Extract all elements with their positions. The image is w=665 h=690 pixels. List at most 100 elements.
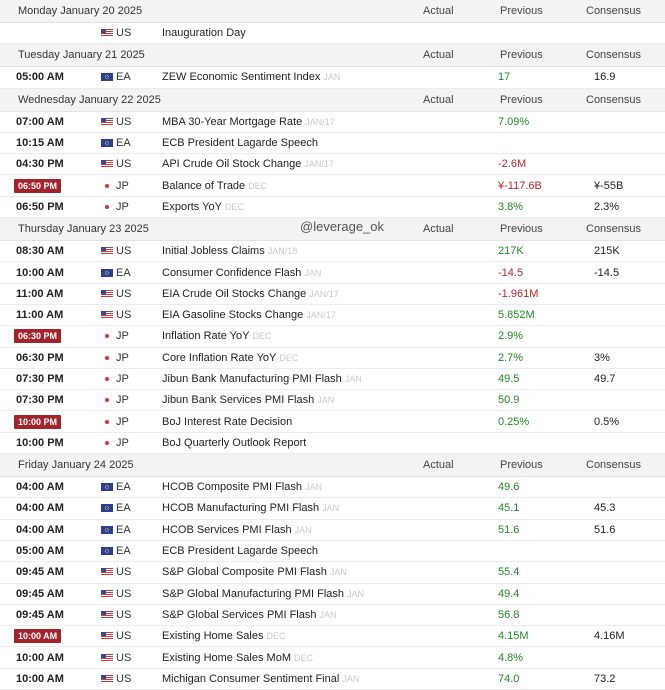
- jp-flag-icon: [101, 438, 113, 447]
- event-row[interactable]: 09:45 AM US S&P Global Composite PMI Flash…: [0, 562, 665, 584]
- event-name-link[interactable]: Jibun Bank Manufacturing PMI Flash JAN: [162, 369, 362, 389]
- event-time: 11:00 AM: [16, 287, 64, 300]
- event-name: HCOB Services PMI Flash: [162, 523, 292, 536]
- country-flag-icon: [101, 562, 113, 582]
- reference-period: JAN/17: [309, 288, 339, 299]
- event-row[interactable]: US Inauguration Day: [0, 23, 665, 45]
- country-code: EA: [116, 71, 131, 84]
- event-name-link[interactable]: S&P Global Manufacturing PMI Flash JAN: [162, 584, 364, 604]
- event-row[interactable]: 08:30 AM US Initial Jobless Claims JAN/18 21…: [0, 241, 665, 263]
- country-flag-icon: [101, 605, 113, 625]
- event-name: Michigan Consumer Sentiment Final: [162, 672, 340, 685]
- event-row[interactable]: 06:50 PM JP Exports YoY DEC 3.8% 2.3%: [0, 196, 665, 219]
- event-name-link[interactable]: Existing Home Sales MoM DEC: [162, 647, 313, 667]
- event-name-link[interactable]: Inflation Rate YoY DEC: [162, 326, 271, 346]
- event-time: 04:30 PM: [16, 158, 64, 171]
- event-name-link[interactable]: Exports YoY DEC: [162, 197, 244, 217]
- event-name-link[interactable]: Consumer Confidence Flash JAN: [162, 262, 321, 282]
- country-flag-icon: [101, 647, 113, 667]
- event-name: Consumer Confidence Flash: [162, 266, 302, 279]
- actual-column-header: Actual: [423, 223, 454, 236]
- country-code: JP: [116, 436, 129, 449]
- consensus-value: 215K: [594, 245, 620, 258]
- country-flag-icon: [101, 520, 113, 540]
- event-time: 11:00 AM: [16, 309, 64, 322]
- country-code: US: [116, 651, 132, 664]
- us-flag-icon: [101, 311, 113, 320]
- event-name-link[interactable]: BoJ Quarterly Outlook Report: [162, 433, 309, 453]
- event-name: BoJ Quarterly Outlook Report: [162, 436, 307, 449]
- country-code: JP: [116, 200, 129, 213]
- jp-flag-icon: [101, 375, 113, 383]
- event-row[interactable]: 07:30 PM JP Jibun Bank Services PMI Flash J…: [0, 390, 665, 412]
- country-code: US: [116, 309, 132, 322]
- event-name: API Crude Oil Stock Change: [162, 158, 302, 171]
- country-code: EA: [116, 481, 131, 494]
- country-flag-icon: [101, 477, 113, 497]
- event-name-link[interactable]: Balance of Trade DEC: [162, 175, 267, 195]
- event-row[interactable]: 09:45 AM US S&P Global Manufacturing PMI F…: [0, 583, 665, 605]
- event-name-link[interactable]: S&P Global Composite PMI Flash JAN: [162, 562, 347, 582]
- event-row[interactable]: 10:00 PM JP BoJ Quarterly Outlook Report: [0, 432, 665, 455]
- us-flag-icon: [101, 247, 113, 256]
- event-row[interactable]: 04:00 AM EA HCOB Composite PMI Flash JAN 49.…: [0, 477, 665, 499]
- event-time: 09:45 AM: [16, 566, 64, 579]
- event-name-link[interactable]: API Crude Oil Stock Change JAN/17: [162, 154, 334, 174]
- event-name-link[interactable]: Initial Jobless Claims JAN/18: [162, 241, 297, 261]
- consensus-value: ¥-55B: [594, 179, 624, 192]
- event-row[interactable]: 10:00 AM EA Consumer Confidence Flash JAN -1…: [0, 262, 665, 284]
- event-name: Exports YoY: [162, 200, 222, 213]
- country-code: US: [116, 672, 132, 685]
- event-name-link[interactable]: ZEW Economic Sentiment Index JAN: [162, 67, 340, 87]
- country-code: EA: [116, 545, 131, 558]
- consensus-value: 4.16M: [594, 630, 625, 643]
- event-row[interactable]: 04:00 AM EA HCOB Services PMI Flash JAN 51.6…: [0, 519, 665, 541]
- event-row[interactable]: 05:00 AM EA ECB President Lagarde Speech: [0, 540, 665, 563]
- event-name-link[interactable]: HCOB Services PMI Flash JAN: [162, 520, 312, 540]
- event-name-link[interactable]: Core Inflation Rate YoY DEC: [162, 348, 298, 368]
- event-row[interactable]: 07:00 AM US MBA 30-Year Mortgage Rate JAN/1…: [0, 111, 665, 133]
- event-name-link[interactable]: BoJ Interest Rate Decision: [162, 411, 295, 431]
- us-flag-icon: [101, 589, 113, 598]
- event-row[interactable]: 10:00 AM US Existing Home Sales MoM DEC 4.8%: [0, 647, 665, 669]
- reference-period: DEC: [294, 652, 314, 663]
- event-name-link[interactable]: HCOB Composite PMI Flash JAN: [162, 477, 322, 497]
- event-name: Existing Home Sales MoM: [162, 651, 291, 664]
- event-name-link[interactable]: Jibun Bank Services PMI Flash JAN: [162, 390, 334, 410]
- event-row[interactable]: 09:45 AM US S&P Global Services PMI Flash J…: [0, 604, 665, 627]
- event-row[interactable]: 06:50 PM JP Balance of Trade DEC ¥-117.6B ¥-5…: [0, 175, 665, 197]
- event-row[interactable]: 07:30 PM JP Jibun Bank Manufacturing PMI F…: [0, 368, 665, 391]
- event-name-link[interactable]: Existing Home Sales DEC: [162, 626, 286, 646]
- reference-period: JAN/17: [306, 310, 336, 321]
- event-name-link[interactable]: Michigan Consumer Sentiment Final JAN: [162, 669, 359, 689]
- ea-flag-icon: [101, 504, 113, 513]
- event-row[interactable]: 10:00 AM US Michigan Consumer Sentiment Fi…: [0, 668, 665, 690]
- reference-period: DEC: [266, 631, 286, 642]
- event-name-link[interactable]: MBA 30-Year Mortgage Rate JAN/17: [162, 112, 335, 132]
- country-flag-icon: [101, 112, 113, 132]
- country-flag-icon: [101, 411, 113, 431]
- event-name-link[interactable]: ECB President Lagarde Speech: [162, 541, 321, 561]
- event-row[interactable]: 05:00 AM EA ZEW Economic Sentiment Index JA…: [0, 67, 665, 89]
- event-row[interactable]: 11:00 AM US EIA Crude Oil Stocks Change JAN…: [0, 283, 665, 305]
- reference-period: JAN: [317, 395, 335, 406]
- event-name-link[interactable]: EIA Gasoline Stocks Change JAN/17: [162, 305, 336, 325]
- event-time: 10:00 PM: [14, 414, 62, 429]
- event-row[interactable]: 10:00 AM US Existing Home Sales DEC 4.15M 4.1…: [0, 626, 665, 648]
- event-row[interactable]: 04:00 AM EA HCOB Manufacturing PMI Flash JA…: [0, 498, 665, 520]
- previous-value: 7.09%: [498, 115, 530, 128]
- event-name-link[interactable]: S&P Global Services PMI Flash JAN: [162, 605, 336, 625]
- event-name-link[interactable]: EIA Crude Oil Stocks Change JAN/17: [162, 284, 339, 304]
- event-row[interactable]: 10:15 AM EA ECB President Lagarde Speech: [0, 132, 665, 155]
- event-name-link[interactable]: HCOB Manufacturing PMI Flash JAN: [162, 498, 339, 518]
- us-flag-icon: [101, 117, 113, 126]
- watermark: @leverage_ok: [300, 219, 385, 234]
- event-row[interactable]: 11:00 AM US EIA Gasoline Stocks Change JAN/…: [0, 304, 665, 327]
- event-name-link[interactable]: ECB President Lagarde Speech: [162, 133, 321, 153]
- event-row[interactable]: 10:00 PM JP BoJ Interest Rate Decision 0.25…: [0, 411, 665, 433]
- event-row[interactable]: 06:30 PM JP Inflation Rate YoY DEC 2.9%: [0, 326, 665, 348]
- event-name-link[interactable]: Inauguration Day: [162, 23, 249, 43]
- event-row[interactable]: 04:30 PM US API Crude Oil Stock Change JAN/…: [0, 154, 665, 176]
- country-code: US: [116, 608, 132, 621]
- event-row[interactable]: 06:30 PM JP Core Inflation Rate YoY DEC 2.7%…: [0, 347, 665, 369]
